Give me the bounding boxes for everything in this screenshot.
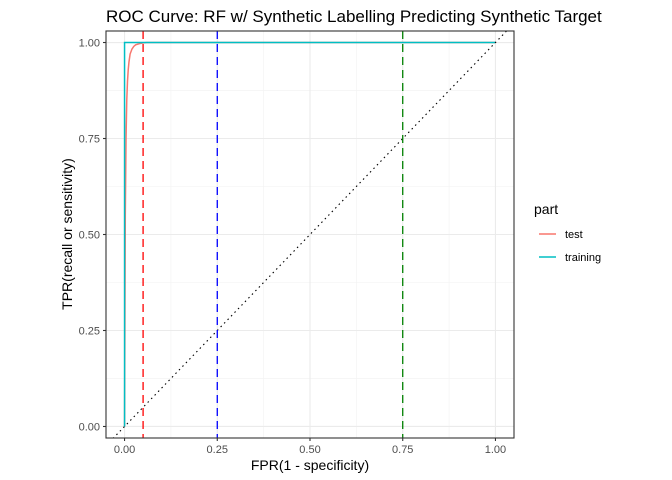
y-tick-label: 0.50 [79,230,100,242]
x-axis-title: FPR(1 - specificity) [251,457,369,473]
y-tick-label: 0.25 [79,325,100,337]
x-tick-label: 0.00 [114,444,135,456]
x-tick-label: 0.75 [392,444,413,456]
legend: part test training [534,201,601,264]
x-tick-label: 1.00 [485,444,506,456]
x-tick-label: 0.50 [299,444,320,456]
chart-title: ROC Curve: RF w/ Synthetic Labelling Pre… [106,7,602,26]
x-tick-label: 0.25 [207,444,228,456]
legend-title: part [534,201,558,217]
series-line-training [123,41,496,427]
y-tick-label: 1.00 [79,38,100,50]
plot-area: 0.00 0.25 0.50 0.75 1.00 0.00 0.25 0.50 0.75 1.00 [79,30,515,456]
legend-label-training: training [565,252,601,264]
y-tick-label: 0.00 [79,421,100,433]
y-axis-title: TPR(recall or sensitivity) [59,158,75,310]
legend-label-test: test [565,229,583,241]
y-tick-label: 0.75 [79,134,100,146]
